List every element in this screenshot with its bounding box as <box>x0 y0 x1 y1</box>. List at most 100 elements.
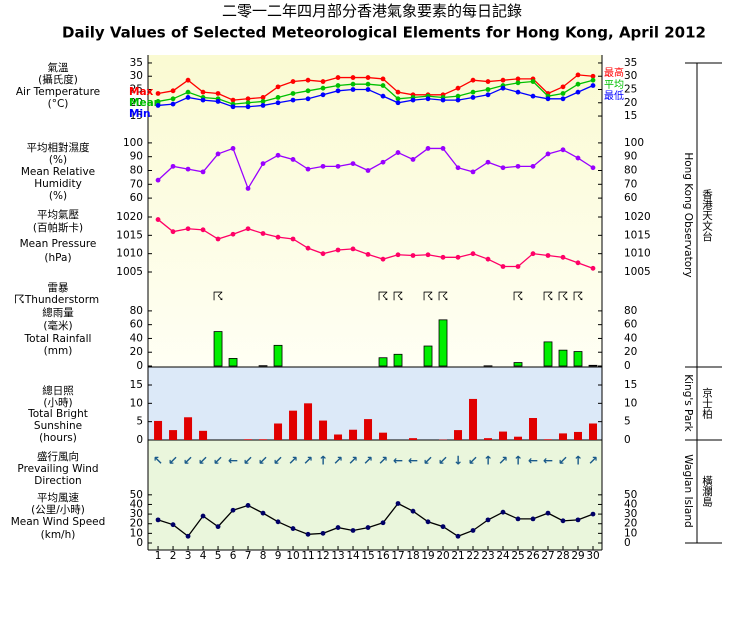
bar <box>379 358 387 366</box>
point <box>366 168 371 173</box>
point <box>216 91 221 96</box>
point <box>516 80 521 85</box>
bar <box>424 346 432 366</box>
point <box>561 518 566 523</box>
point <box>576 90 581 95</box>
y-tick-label-right: 0 <box>624 434 631 446</box>
point <box>591 266 596 271</box>
wind-arrow: ↑ <box>318 454 328 468</box>
point <box>186 95 191 100</box>
y-tick-label-right: 100 <box>624 137 644 149</box>
point <box>321 86 326 91</box>
station-label-zh: 橫瀾島 <box>701 474 713 507</box>
point <box>516 90 521 95</box>
wind-arrow: ↙ <box>183 454 193 468</box>
point <box>186 226 191 231</box>
point <box>366 87 371 92</box>
point <box>306 88 311 93</box>
x-tick-label: 1 <box>155 550 162 562</box>
point <box>516 264 521 269</box>
y-tick-label-right: 40 <box>624 332 637 344</box>
point <box>351 75 356 80</box>
bar <box>439 320 447 366</box>
point <box>291 157 296 162</box>
point <box>561 84 566 89</box>
bar <box>199 431 207 440</box>
bar <box>169 430 177 440</box>
panel-label: (km/h) <box>41 529 76 541</box>
wind-arrow: ↙ <box>213 454 223 468</box>
point <box>351 161 356 166</box>
panel-label: (°C) <box>48 98 69 110</box>
y-tick-label-right: 25 <box>624 84 637 96</box>
bar <box>559 433 567 440</box>
point <box>366 525 371 530</box>
bar <box>154 421 162 440</box>
wind-arrow: ↗ <box>378 454 388 468</box>
point <box>351 87 356 92</box>
station-label-zh: 京士柏 <box>701 386 713 419</box>
panel-label: (毫米) <box>43 319 72 332</box>
point <box>306 167 311 172</box>
thunderstorm-symbol: ☈ <box>423 290 434 304</box>
x-tick-label: 27 <box>541 550 554 562</box>
wind-arrow: ↙ <box>243 454 253 468</box>
y-tick-label: 0 <box>136 434 143 446</box>
point <box>441 146 446 151</box>
bar <box>319 421 327 440</box>
bar <box>514 437 522 440</box>
wind-arrow: ↙ <box>168 454 178 468</box>
point <box>216 152 221 157</box>
y-tick-label-right: 80 <box>624 165 637 177</box>
point <box>381 83 386 88</box>
panel-label: (攝氏度) <box>38 73 78 86</box>
x-tick-label: 9 <box>275 550 282 562</box>
panel-label: (公里/小時) <box>31 504 85 516</box>
point <box>576 82 581 87</box>
point <box>366 252 371 257</box>
point <box>396 90 401 95</box>
panel-label: 氣溫 <box>48 61 69 74</box>
y-tick-label-right: 20 <box>624 97 637 109</box>
point <box>546 253 551 258</box>
bar <box>589 424 597 441</box>
point <box>351 82 356 87</box>
bar <box>304 403 312 440</box>
y-tick-label-right: 1005 <box>624 266 651 278</box>
point <box>231 508 236 513</box>
panel-label: 盛行風向 <box>37 450 79 463</box>
point <box>471 90 476 95</box>
point <box>246 186 251 191</box>
wind-arrow: ↗ <box>363 454 373 468</box>
point <box>156 91 161 96</box>
wind-arrow: ↖ <box>153 454 163 468</box>
point <box>276 84 281 89</box>
point <box>336 75 341 80</box>
point <box>576 73 581 78</box>
thunderstorm-symbol: ☈ <box>543 290 554 304</box>
point <box>186 90 191 95</box>
point <box>336 83 341 88</box>
legend-label-zh: 平均 <box>604 79 624 91</box>
point <box>321 79 326 84</box>
point <box>351 247 356 252</box>
y-tick-label-right: 20 <box>624 346 637 358</box>
point <box>231 232 236 237</box>
point <box>171 88 176 93</box>
point <box>156 217 161 222</box>
point <box>501 78 506 83</box>
legend-label: Min <box>129 108 151 120</box>
point <box>156 517 161 522</box>
point <box>516 517 521 522</box>
panel-label: Direction <box>34 475 81 487</box>
point <box>366 82 371 87</box>
y-tick-label-right: 60 <box>624 192 637 204</box>
bar <box>184 417 192 440</box>
station-label: Hong Kong Observatory <box>682 152 694 277</box>
point <box>546 96 551 101</box>
point <box>261 103 266 108</box>
thunderstorm-symbol: ☈ <box>573 290 584 304</box>
bar <box>484 438 492 440</box>
station-label: Waglan Island <box>682 454 694 527</box>
point <box>201 514 206 519</box>
